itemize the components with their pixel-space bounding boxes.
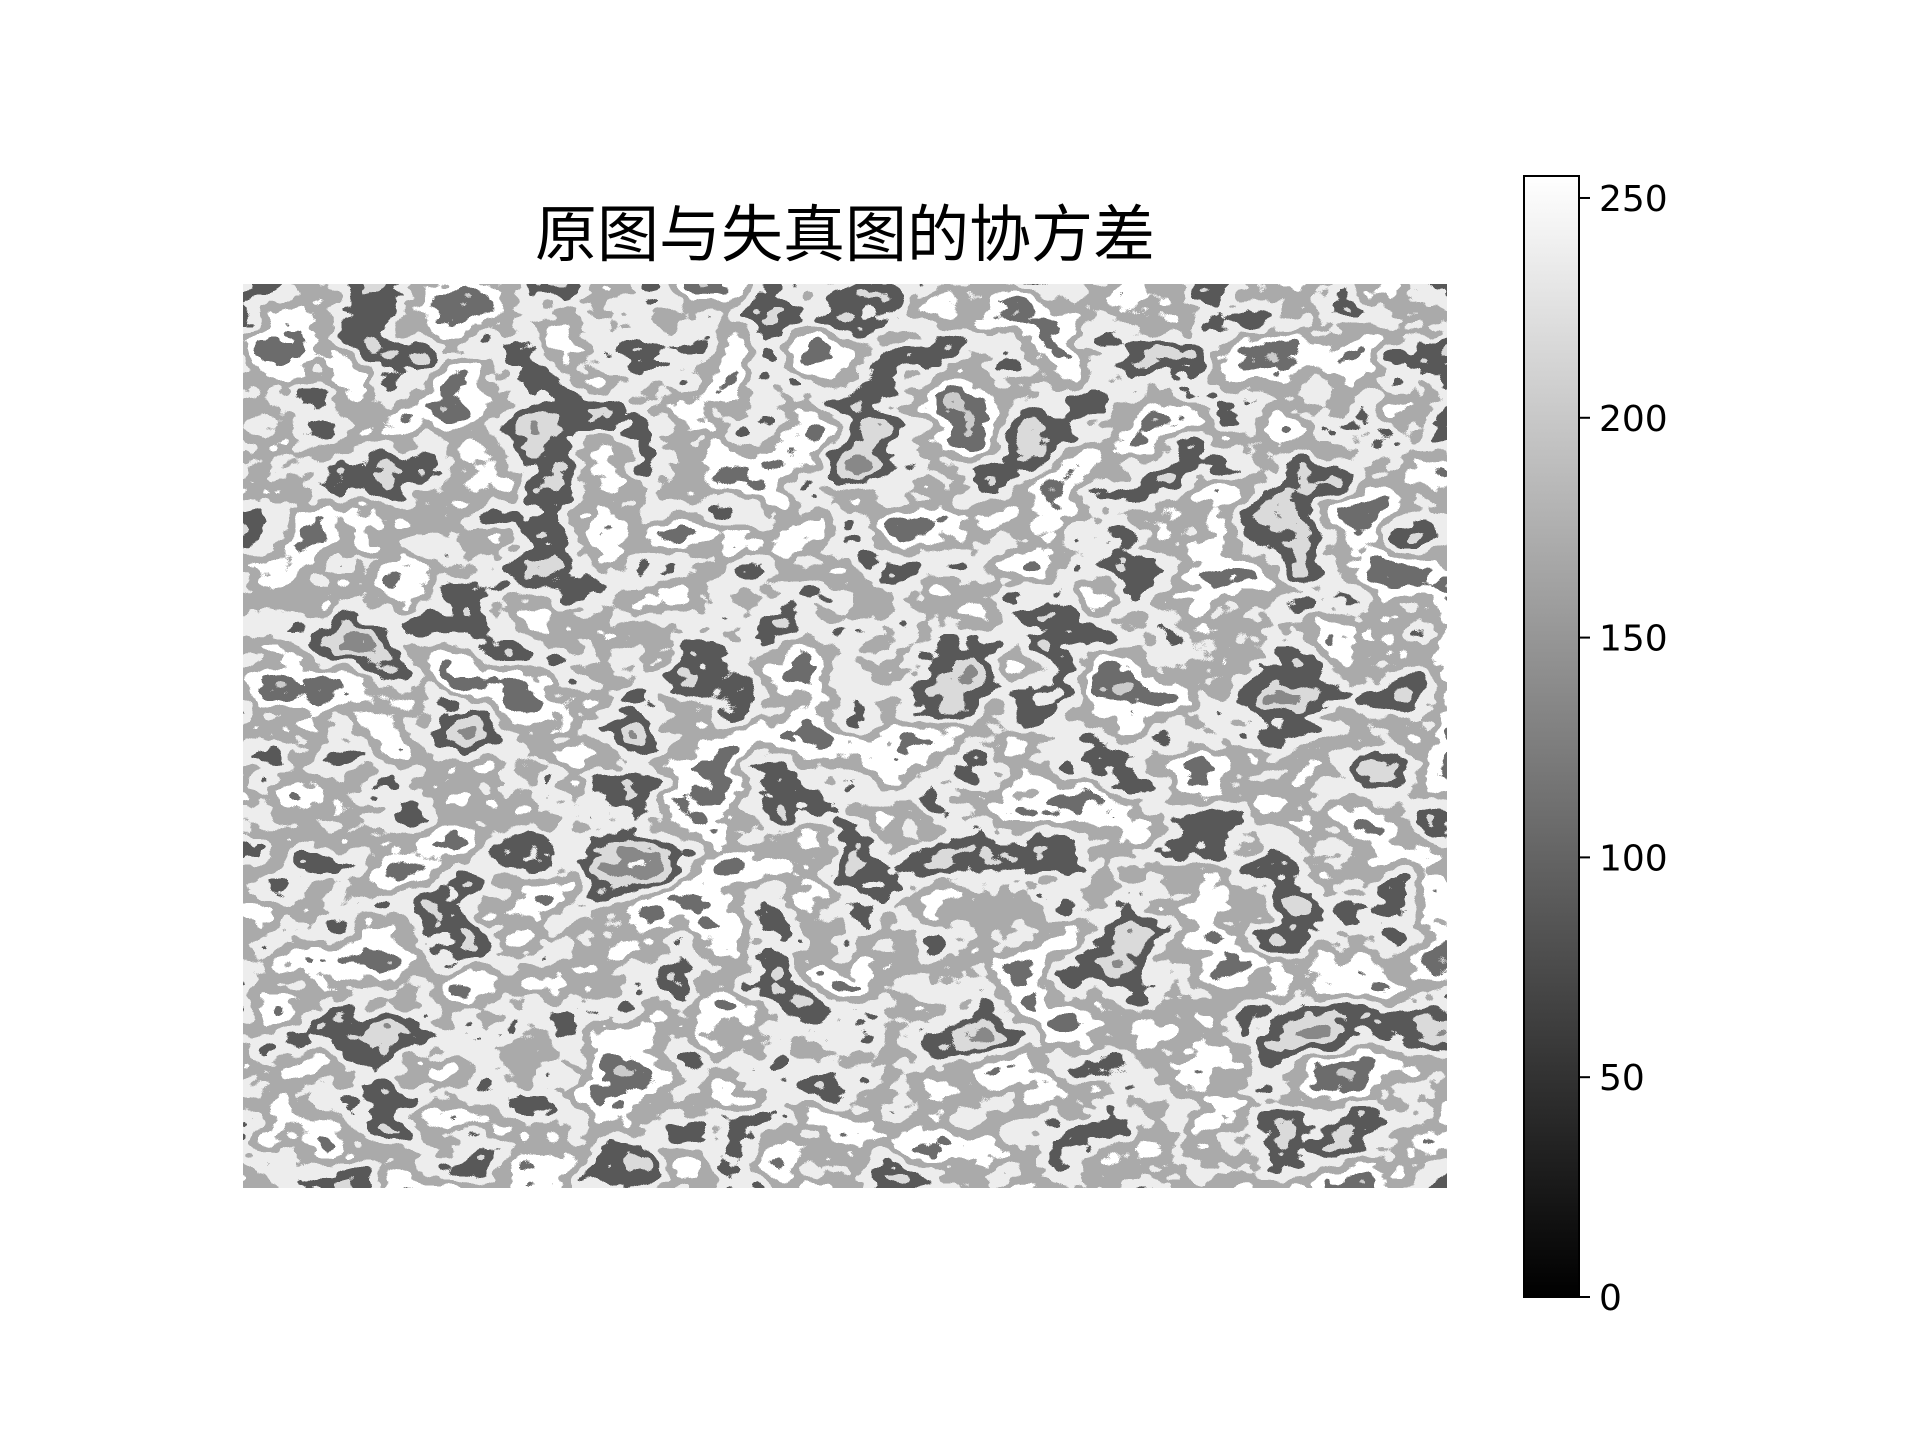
colorbar-tick-label: 100: [1599, 838, 1668, 879]
colorbar-tick-label: 250: [1599, 179, 1668, 220]
chart-title: 原图与失真图的协方差: [535, 198, 1155, 271]
heatmap-texture-fine: [243, 284, 1447, 1188]
colorbar: 0 50 100 150 200 250: [1523, 175, 1668, 1319]
colorbar-tick-label: 150: [1599, 619, 1668, 660]
colorbar-tick-label: 50: [1599, 1058, 1645, 1099]
colorbar-tick-label: 0: [1599, 1278, 1622, 1319]
colorbar-ticks: 0 50 100 150 200 250: [1579, 179, 1668, 1319]
covariance-heatmap: [243, 284, 1447, 1188]
colorbar-tick-label: 200: [1599, 399, 1668, 440]
colorbar-gradient: [1523, 175, 1580, 1298]
